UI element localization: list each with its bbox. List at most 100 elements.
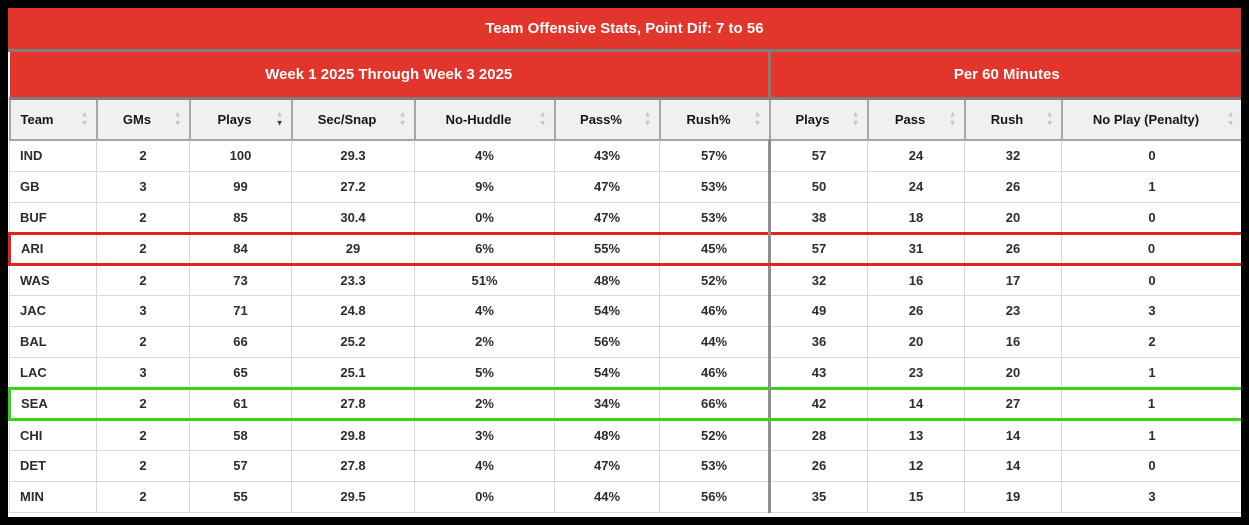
- stat-cell: 46%: [659, 294, 770, 327]
- sort-down-icon: ▼: [1226, 118, 1235, 128]
- column-header-sec-snap[interactable]: Sec/Snap ▲ ▼: [290, 97, 416, 141]
- stat-cell: 6%: [414, 231, 555, 266]
- title-bar: Team Offensive Stats, Point Dif: 7 to 56: [8, 8, 1241, 49]
- column-header-no-huddle[interactable]: No-Huddle ▲ ▼: [413, 97, 556, 141]
- sort-arrows: ▲ ▼: [80, 109, 89, 128]
- stat-cell: 13: [867, 418, 965, 451]
- stat-cell: 2: [1061, 325, 1241, 358]
- column-header-no-play-penalty-per60[interactable]: No Play (Penalty) ▲ ▼: [1060, 97, 1241, 141]
- stat-cell: 50: [768, 170, 868, 203]
- sort-up-icon: ▲: [173, 109, 182, 119]
- stat-cell: 52%: [659, 263, 770, 296]
- sort-down-icon: ▼: [643, 118, 652, 128]
- stat-cell: 23: [867, 356, 965, 389]
- column-label: Pass%: [580, 111, 622, 127]
- stat-cell: 24: [867, 139, 965, 172]
- stat-cell: 27.8: [291, 449, 415, 482]
- stat-cell: 0: [1061, 449, 1241, 482]
- sort-down-icon: ▼: [398, 118, 407, 128]
- column-label: GMs: [122, 111, 152, 127]
- stat-cell: 20: [867, 325, 965, 358]
- column-header-pass[interactable]: Pass% ▲ ▼: [553, 97, 661, 141]
- column-header-plays[interactable]: Plays ▲ ▼: [188, 97, 293, 141]
- team-cell: WAS: [9, 263, 97, 296]
- stat-cell: 65: [189, 356, 292, 389]
- stat-cell: 45%: [659, 231, 770, 266]
- column-header-rush[interactable]: Rush% ▲ ▼: [658, 97, 771, 141]
- stat-cell: 29.5: [291, 480, 415, 513]
- stat-cell: 0%: [414, 480, 555, 513]
- stat-cell: 48%: [554, 418, 660, 451]
- table-row-det: DET 2 57 27.8 4% 47% 53% 26 12 14 0: [9, 449, 1241, 482]
- sort-up-icon: ▲: [851, 109, 860, 119]
- stat-cell: 55%: [554, 231, 660, 266]
- stat-cell: 2: [96, 231, 190, 266]
- column-header-gms[interactable]: GMs ▲ ▼: [95, 97, 191, 141]
- table-row-buf: BUF 2 85 30.4 0% 47% 53% 38 18 20 0: [9, 201, 1241, 234]
- sort-arrows: ▲ ▼: [1045, 109, 1054, 128]
- stat-cell: 1: [1061, 170, 1241, 203]
- sort-down-icon: ▼: [753, 118, 762, 128]
- stat-cell: 27.2: [291, 170, 415, 203]
- stat-cell: 38: [768, 201, 868, 234]
- stat-cell: 2: [96, 418, 190, 451]
- column-header-rush-per60[interactable]: Rush ▲ ▼: [963, 97, 1063, 141]
- column-header-pass-per60[interactable]: Pass ▲ ▼: [866, 97, 966, 141]
- stat-cell: 57: [768, 231, 868, 266]
- stat-cell: 42: [768, 386, 868, 421]
- stat-cell: 44%: [554, 480, 660, 513]
- stat-cell: 26: [964, 231, 1062, 266]
- sort-up-icon: ▲: [80, 109, 89, 119]
- sort-arrows: ▲ ▼: [173, 109, 182, 128]
- stat-cell: 47%: [554, 170, 660, 203]
- table-row-sea: SEA 2 61 27.8 2% 34% 66% 42 14 27 1: [8, 386, 1241, 421]
- sort-up-icon: ▲: [275, 109, 284, 119]
- stat-cell: 57: [768, 139, 868, 172]
- stat-cell: 4%: [414, 139, 555, 172]
- stat-cell: 23.3: [291, 263, 415, 296]
- column-label: No-Huddle: [445, 111, 512, 127]
- column-label: Team: [20, 111, 54, 127]
- team-cell: BUF: [9, 201, 97, 234]
- team-cell: IND: [9, 139, 97, 172]
- stat-cell: 46%: [659, 356, 770, 389]
- stat-cell: 0: [1061, 231, 1241, 266]
- stat-cell: 53%: [659, 201, 770, 234]
- stat-cell: 27.8: [291, 386, 415, 421]
- stat-cell: 57: [189, 449, 292, 482]
- stat-cell: 47%: [554, 449, 660, 482]
- team-cell: DET: [9, 449, 97, 482]
- stat-cell: 26: [768, 449, 868, 482]
- stat-cell: 0: [1061, 201, 1241, 234]
- column-header-team[interactable]: Team ▲ ▼: [8, 97, 98, 141]
- stat-cell: 43%: [554, 139, 660, 172]
- column-label: Rush%: [686, 111, 731, 127]
- stat-cell: 53%: [659, 449, 770, 482]
- stat-cell: 26: [867, 294, 965, 327]
- sort-up-icon: ▲: [948, 109, 957, 119]
- stat-cell: 5%: [414, 356, 555, 389]
- column-label: Pass: [894, 111, 926, 127]
- stat-cell: 55: [189, 480, 292, 513]
- section-header-per-60-minutes: Per 60 Minutes: [768, 52, 1241, 100]
- stat-cell: 16: [964, 325, 1062, 358]
- stat-cell: 25.1: [291, 356, 415, 389]
- stat-cell: 66%: [659, 386, 770, 421]
- sort-arrows: ▲ ▼: [398, 110, 407, 128]
- stat-cell: 26: [964, 170, 1062, 203]
- sort-up-icon: ▲: [1045, 109, 1054, 119]
- column-header-plays-per60[interactable]: Plays ▲ ▼: [768, 97, 869, 141]
- table-row-was: WAS 2 73 23.3 51% 48% 52% 32 16 17 0: [9, 263, 1241, 296]
- stat-cell: 29.3: [291, 139, 415, 172]
- stat-cell: 30.4: [291, 201, 415, 234]
- stat-cell: 44%: [659, 325, 770, 358]
- stat-cell: 4%: [414, 294, 555, 327]
- stat-cell: 2%: [414, 325, 555, 358]
- stat-cell: 14: [867, 386, 965, 421]
- stat-cell: 85: [189, 201, 292, 234]
- stat-cell: 2: [96, 449, 190, 482]
- sort-up-icon: ▲: [643, 109, 652, 119]
- stat-cell: 51%: [414, 263, 555, 296]
- stat-cell: 19: [964, 480, 1062, 513]
- table-row-min: MIN 2 55 29.5 0% 44% 56% 35 15 19 3: [9, 480, 1241, 513]
